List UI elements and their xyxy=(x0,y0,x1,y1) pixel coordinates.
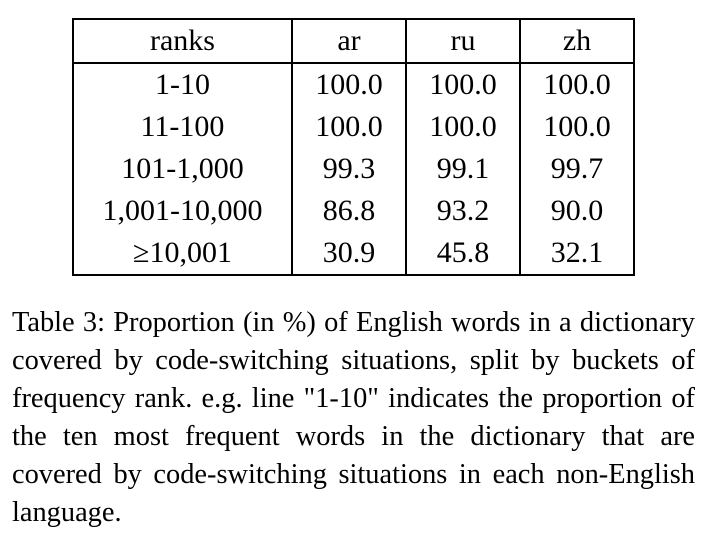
table-header-row: ranks ar ru zh xyxy=(73,19,634,63)
value-cell-zh: 90.0 xyxy=(519,190,634,232)
rank-cell: ≥10,001 xyxy=(133,236,232,269)
coverage-table: ranks ar ru zh 1-10 100.0 100.0 100.0 11… xyxy=(72,18,635,276)
value-cell-ar: 100.0 xyxy=(291,106,406,148)
table-row: ≥10,001 30.9 45.8 32.1 xyxy=(73,232,634,275)
header-cell-ranks: ranks xyxy=(150,24,215,57)
value-cell-zh: 99.7 xyxy=(519,148,634,190)
header-cell-zh: zh xyxy=(519,19,634,63)
header-cell-ru: ru xyxy=(405,19,520,63)
table-row: 1,001-10,000 86.8 93.2 90.0 xyxy=(73,190,634,232)
table-container: ranks ar ru zh 1-10 100.0 100.0 100.0 11… xyxy=(72,18,635,276)
value-cell-ar: 30.9 xyxy=(291,232,406,275)
value-cell-zh: 100.0 xyxy=(519,63,634,106)
value-cell-ru: 100.0 xyxy=(405,63,520,106)
table-row: 101-1,000 99.3 99.1 99.7 xyxy=(73,148,634,190)
value-cell-ar: 86.8 xyxy=(291,190,406,232)
table-row: 1-10 100.0 100.0 100.0 xyxy=(73,63,634,106)
rank-cell: 1,001-10,000 xyxy=(102,194,263,227)
header-cell-ar: ar xyxy=(291,19,406,63)
value-cell-ru: 99.1 xyxy=(405,148,520,190)
value-cell-zh: 100.0 xyxy=(519,106,634,148)
value-cell-ru: 93.2 xyxy=(405,190,520,232)
table-caption: Table 3: Proportion (in %) of English wo… xyxy=(12,307,695,528)
value-cell-ru: 45.8 xyxy=(405,232,520,275)
rank-cell: 1-10 xyxy=(155,68,210,101)
value-cell-ar: 99.3 xyxy=(291,148,406,190)
value-cell-ru: 100.0 xyxy=(405,106,520,148)
rank-cell: 101-1,000 xyxy=(121,152,244,185)
value-cell-ar: 100.0 xyxy=(291,63,406,106)
value-cell-zh: 32.1 xyxy=(519,232,634,275)
rank-cell: 11-100 xyxy=(140,110,225,143)
table-row: 11-100 100.0 100.0 100.0 xyxy=(73,106,634,148)
